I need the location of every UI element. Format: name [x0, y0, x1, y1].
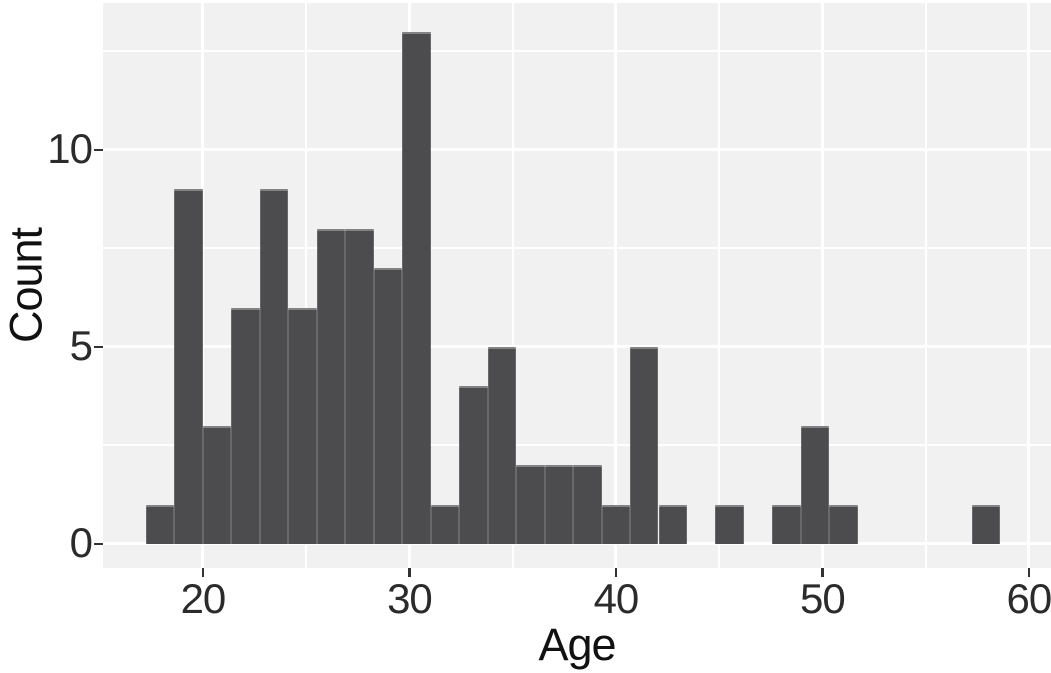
gridline-minor-vertical	[305, 3, 308, 568]
y-axis-tick-mark	[94, 345, 103, 349]
x-axis-tick-label: 40	[593, 575, 640, 622]
gridline-major-vertical	[820, 3, 824, 568]
gridline-major-horizontal	[103, 542, 1051, 546]
histogram-bar	[373, 268, 403, 544]
histogram-bar	[459, 386, 488, 544]
histogram-bar	[231, 307, 260, 544]
x-axis-tick-mark	[614, 568, 618, 577]
histogram-bar	[544, 465, 574, 544]
gridline-minor-vertical	[511, 3, 514, 568]
chart-panel	[103, 3, 1051, 568]
gridline-major-vertical	[201, 3, 205, 568]
gridline-minor-vertical	[718, 3, 721, 568]
histogram-bar	[174, 189, 203, 544]
histogram-bar	[630, 346, 659, 544]
histogram-bar	[288, 307, 317, 544]
gridline-major-horizontal	[103, 148, 1051, 152]
gridline-major-horizontal	[103, 345, 1051, 349]
histogram-bar	[829, 504, 858, 544]
histogram-bar	[430, 504, 460, 544]
x-axis-tick-label: 20	[180, 575, 227, 622]
gridline-minor-horizontal	[103, 444, 1051, 447]
histogram-bar	[971, 504, 1001, 544]
y-axis-tick-mark	[94, 148, 103, 152]
histogram-bar	[772, 504, 801, 544]
histogram-bar	[345, 228, 374, 544]
gridline-minor-horizontal	[103, 247, 1051, 250]
x-axis-tick-mark	[201, 568, 205, 577]
gridline-minor-vertical	[924, 3, 927, 568]
histogram-bar	[573, 465, 602, 544]
x-axis-title: Age	[538, 619, 616, 670]
histogram-bar	[715, 504, 744, 544]
histogram-bar	[402, 31, 431, 544]
gridline-major-vertical	[1027, 3, 1031, 568]
histogram-bar	[316, 228, 346, 544]
y-axis-tick-label: 10	[47, 125, 93, 173]
histogram-bar	[487, 346, 517, 544]
histogram-bar	[601, 504, 631, 544]
y-axis-title: Count	[0, 227, 52, 343]
histogram-bar	[516, 465, 545, 544]
y-axis-tick-label: 5	[69, 322, 93, 370]
histogram-bar	[800, 425, 830, 544]
x-axis-tick-mark	[408, 568, 411, 577]
y-axis-tick-label: 0	[69, 519, 93, 567]
x-axis-tick-label: 60	[1006, 575, 1051, 622]
x-axis-tick-label: 50	[800, 575, 846, 622]
histogram-bar	[259, 189, 289, 544]
y-axis-tick-mark	[94, 542, 103, 546]
gridline-minor-horizontal	[103, 50, 1051, 53]
x-axis-tick-mark	[1027, 568, 1031, 577]
histogram-bar	[145, 504, 175, 544]
x-axis-tick-label: 30	[387, 575, 433, 622]
histogram-bar	[202, 425, 232, 544]
x-axis-tick-mark	[821, 568, 824, 577]
histogram-bar	[658, 504, 687, 544]
gridline-major-vertical	[614, 3, 618, 568]
